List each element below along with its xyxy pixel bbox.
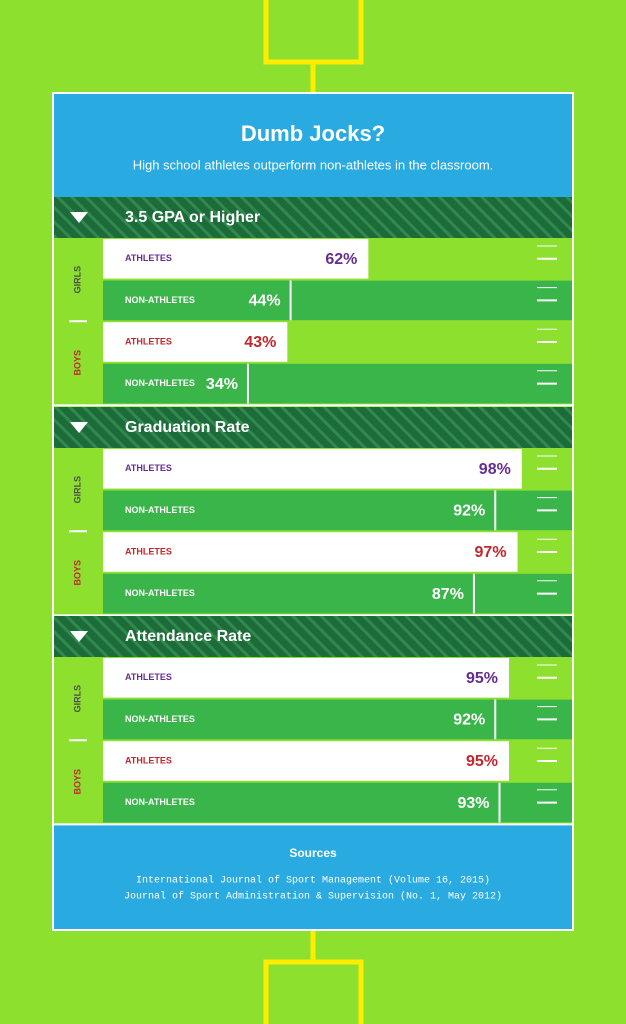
value-label: 95% bbox=[466, 753, 498, 770]
source: Journal of Sport Administration & Superv… bbox=[124, 891, 502, 903]
section-title: Attendance Rate bbox=[125, 628, 251, 645]
bar bbox=[103, 741, 509, 781]
value-label: 92% bbox=[453, 503, 485, 520]
category-label: ATHLETES bbox=[125, 336, 172, 346]
category-label: ATHLETES bbox=[125, 463, 172, 473]
sources-title: Sources bbox=[289, 846, 337, 860]
section-title: Graduation Rate bbox=[125, 419, 250, 436]
section-title: 3.5 GPA or Higher bbox=[125, 209, 260, 226]
bar bbox=[103, 239, 368, 279]
bar bbox=[103, 449, 521, 489]
bar bbox=[103, 782, 500, 823]
collapse-arrow bbox=[70, 631, 88, 642]
category-label: NON-ATHLETES bbox=[125, 588, 195, 598]
section-header bbox=[54, 197, 572, 238]
group-label: GIRLS bbox=[72, 476, 82, 504]
category-label: NON-ATHLETES bbox=[125, 797, 195, 807]
category-label: NON-ATHLETES bbox=[125, 505, 195, 515]
section-header bbox=[54, 407, 572, 448]
goal-posts bbox=[263, 0, 364, 1024]
title: Dumb Jocks? bbox=[241, 121, 385, 146]
footer-bg bbox=[54, 824, 572, 929]
value-label: 87% bbox=[432, 586, 464, 603]
bar bbox=[103, 573, 474, 614]
value-label: 62% bbox=[325, 251, 357, 268]
category-label: ATHLETES bbox=[125, 672, 172, 682]
value-label: 92% bbox=[453, 712, 485, 729]
bar bbox=[103, 532, 517, 572]
group-label: BOYS bbox=[72, 769, 82, 795]
source: International Journal of Sport Managemen… bbox=[136, 875, 490, 887]
bar bbox=[103, 699, 496, 740]
value-label: 97% bbox=[475, 544, 507, 561]
bar bbox=[103, 363, 248, 404]
value-label: 98% bbox=[479, 461, 511, 478]
value-label: 95% bbox=[466, 670, 498, 687]
category-label: NON-ATHLETES bbox=[125, 295, 195, 305]
category-label: ATHLETES bbox=[125, 253, 172, 263]
header-bg bbox=[54, 94, 572, 197]
value-label: 93% bbox=[457, 795, 489, 812]
group-label: BOYS bbox=[72, 350, 82, 376]
category-label: ATHLETES bbox=[125, 546, 172, 556]
bar bbox=[103, 490, 496, 531]
category-label: ATHLETES bbox=[125, 755, 172, 765]
value-label: 44% bbox=[249, 293, 281, 310]
section-header bbox=[54, 616, 572, 657]
bar bbox=[103, 280, 291, 321]
collapse-arrow bbox=[70, 422, 88, 433]
bar bbox=[103, 322, 287, 362]
bar bbox=[103, 658, 509, 698]
subtitle: High school athletes outperform non-athl… bbox=[133, 157, 494, 172]
category-label: NON-ATHLETES bbox=[125, 378, 195, 388]
value-label: 43% bbox=[244, 334, 276, 351]
value-label: 34% bbox=[206, 376, 238, 393]
group-label: BOYS bbox=[72, 560, 82, 586]
group-label: GIRLS bbox=[72, 685, 82, 713]
collapse-arrow bbox=[70, 212, 88, 223]
group-label: GIRLS bbox=[72, 266, 82, 294]
category-label: NON-ATHLETES bbox=[125, 714, 195, 724]
